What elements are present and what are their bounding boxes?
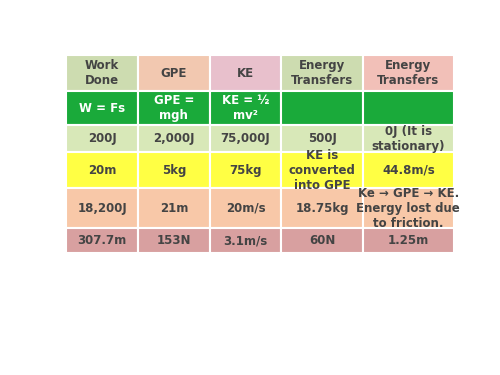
Text: 75,000J: 75,000J [220,132,270,145]
Bar [66,91,138,126]
Text: Ke → GPE → KE.
Energy lost due
to friction.: Ke → GPE → KE. Energy lost due to fricti… [356,187,460,230]
Text: 5kg: 5kg [162,164,186,177]
Bar [210,152,282,188]
Text: 20m/s: 20m/s [226,202,266,215]
Bar [210,126,282,152]
Text: 21m: 21m [160,202,188,215]
Bar [138,152,210,188]
Text: KE is
converted
into GPE: KE is converted into GPE [288,148,356,192]
Text: Energy
Transfers: Energy Transfers [291,59,353,87]
Bar [210,91,282,126]
Bar [66,55,138,91]
Text: GPE =
mgh: GPE = mgh [154,94,194,122]
Text: 2,000J: 2,000J [153,132,194,145]
Bar [282,228,363,253]
Text: 153N: 153N [156,234,191,247]
Text: GPE: GPE [160,67,187,80]
Text: KE = ½
mv²: KE = ½ mv² [222,94,270,122]
Bar [66,188,138,228]
Bar [66,152,138,188]
Bar [363,152,454,188]
Bar [282,126,363,152]
Bar [138,126,210,152]
Bar [210,55,282,91]
Bar [363,188,454,228]
Bar [138,228,210,253]
Text: 60N: 60N [309,234,336,247]
Bar [363,55,454,91]
Bar [66,126,138,152]
Text: 20m: 20m [88,164,117,177]
Bar [210,228,282,253]
Text: W = Fs: W = Fs [79,102,126,115]
Bar [282,55,363,91]
Bar [138,91,210,126]
Bar [282,188,363,228]
Text: 307.7m: 307.7m [78,234,127,247]
Bar [363,228,454,253]
Bar [138,188,210,228]
Text: 18.75kg: 18.75kg [296,202,349,215]
Text: Work
Done: Work Done [85,59,119,87]
Text: 0J (It is
stationary): 0J (It is stationary) [372,125,445,153]
Text: 18,200J: 18,200J [78,202,127,215]
Text: 500J: 500J [308,132,336,145]
Bar [210,188,282,228]
Bar [282,91,363,126]
Text: Energy
Transfers: Energy Transfers [377,59,440,87]
Text: 3.1m/s: 3.1m/s [224,234,268,247]
Bar [363,91,454,126]
Text: KE: KE [237,67,254,80]
Text: 44.8m/s: 44.8m/s [382,164,434,177]
Bar [138,55,210,91]
Text: 200J: 200J [88,132,117,145]
Bar [363,126,454,152]
Bar [66,228,138,253]
Text: 75kg: 75kg [230,164,262,177]
Text: 1.25m: 1.25m [388,234,429,247]
Bar [282,152,363,188]
